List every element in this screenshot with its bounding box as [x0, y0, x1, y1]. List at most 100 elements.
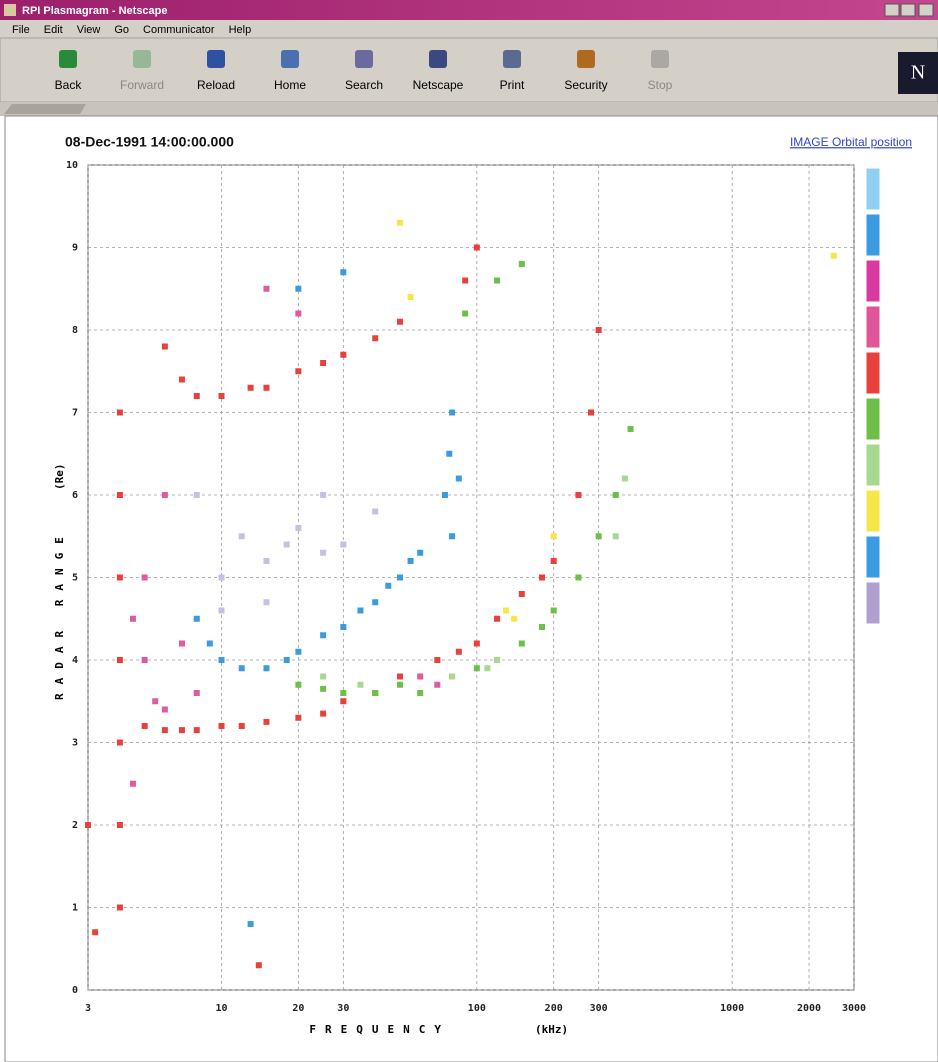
- y-tick-label: 8: [72, 325, 78, 336]
- point: [473, 665, 480, 672]
- point: [340, 698, 347, 705]
- point: [340, 541, 347, 548]
- button-label: Netscape: [413, 78, 464, 92]
- button-label: Back: [55, 78, 83, 92]
- point: [518, 591, 525, 597]
- menu-item[interactable]: File: [12, 24, 30, 36]
- button-label: Home: [274, 78, 306, 92]
- point: [218, 393, 225, 399]
- point: [129, 615, 136, 622]
- toolbar-buttons: Back Forward Reload Home Search Netscape Print…: [55, 50, 673, 92]
- point: [441, 492, 448, 498]
- x-tick-label: 3: [85, 1003, 91, 1014]
- maximize-button[interactable]: [900, 3, 916, 17]
- minimize-button[interactable]: [884, 3, 900, 17]
- point: [218, 574, 225, 581]
- point: [518, 261, 525, 267]
- toolbar-button[interactable]: Search: [345, 50, 383, 92]
- toolbar-button[interactable]: Netscape: [413, 50, 464, 92]
- point: [283, 541, 290, 548]
- point: [295, 681, 302, 688]
- toolbar-button[interactable]: Forward: [120, 50, 164, 92]
- y-tick-label: 9: [72, 243, 78, 254]
- toolbar-button[interactable]: Print: [500, 50, 525, 92]
- point: [193, 492, 200, 498]
- button-icon: [133, 50, 151, 68]
- button-label: Search: [345, 78, 383, 92]
- colorbar-swatch: [865, 489, 881, 533]
- point: [627, 426, 634, 432]
- point: [340, 269, 347, 276]
- menu-item[interactable]: Go: [114, 24, 129, 36]
- x-axis-unit: (kHz): [535, 1023, 568, 1036]
- point: [320, 549, 327, 556]
- point: [193, 393, 200, 399]
- colorbar-swatch: [865, 581, 881, 625]
- point: [193, 690, 200, 696]
- menu: File Edit View Go Communicator Help: [12, 24, 251, 36]
- point: [595, 533, 602, 540]
- point: [612, 492, 619, 498]
- app-icon: [4, 4, 16, 16]
- point: [511, 615, 518, 622]
- point: [396, 219, 403, 226]
- menu-item[interactable]: Edit: [44, 24, 63, 36]
- point: [473, 244, 480, 251]
- menu-item[interactable]: View: [77, 24, 101, 36]
- tab: [4, 104, 86, 114]
- orbital-link[interactable]: IMAGE Orbital position: [790, 135, 912, 149]
- window-controls: [884, 3, 934, 17]
- x-tick-label: 1000: [720, 1003, 744, 1014]
- point: [830, 252, 837, 259]
- point: [178, 376, 185, 383]
- point: [340, 624, 347, 630]
- point: [550, 533, 557, 540]
- logo-text: N: [911, 62, 925, 84]
- point: [446, 450, 453, 457]
- point: [152, 698, 159, 705]
- point: [255, 962, 262, 969]
- point: [407, 294, 414, 300]
- button-label: Reload: [197, 78, 235, 92]
- point: [218, 723, 225, 729]
- point: [417, 549, 424, 556]
- point: [372, 335, 379, 342]
- point: [85, 822, 91, 828]
- button-label: Stop: [648, 78, 673, 92]
- menu-item[interactable]: Communicator: [143, 24, 215, 36]
- point: [455, 648, 462, 655]
- point: [518, 640, 525, 647]
- point: [417, 673, 424, 680]
- button-label: Print: [500, 78, 525, 92]
- toolbar-button[interactable]: Home: [274, 50, 306, 92]
- point: [473, 640, 480, 647]
- close-button[interactable]: [918, 3, 934, 17]
- toolbar-button[interactable]: Security: [564, 50, 608, 92]
- colorbar-swatch: [865, 351, 881, 395]
- point: [116, 657, 123, 663]
- point: [539, 574, 546, 581]
- menu-item[interactable]: Help: [229, 24, 252, 36]
- point: [141, 657, 148, 663]
- point: [320, 685, 327, 692]
- point: [396, 574, 403, 581]
- point: [396, 681, 403, 688]
- toolbar-button[interactable]: Back: [55, 50, 83, 92]
- toolbar-button[interactable]: Reload: [197, 50, 235, 92]
- point: [320, 710, 327, 717]
- y-tick-label: 5: [72, 573, 78, 584]
- point: [612, 533, 619, 540]
- point: [116, 739, 123, 746]
- logo: [898, 52, 938, 94]
- point: [238, 533, 245, 540]
- tab-strip: [0, 102, 938, 116]
- x-tick-label: 3000: [842, 1003, 866, 1014]
- point: [141, 574, 148, 581]
- point: [357, 681, 364, 688]
- point: [295, 368, 302, 375]
- colorbar-swatch: [865, 167, 881, 211]
- point: [178, 727, 185, 734]
- toolbar-button[interactable]: Stop: [648, 50, 673, 92]
- point: [372, 690, 379, 696]
- point: [417, 690, 424, 696]
